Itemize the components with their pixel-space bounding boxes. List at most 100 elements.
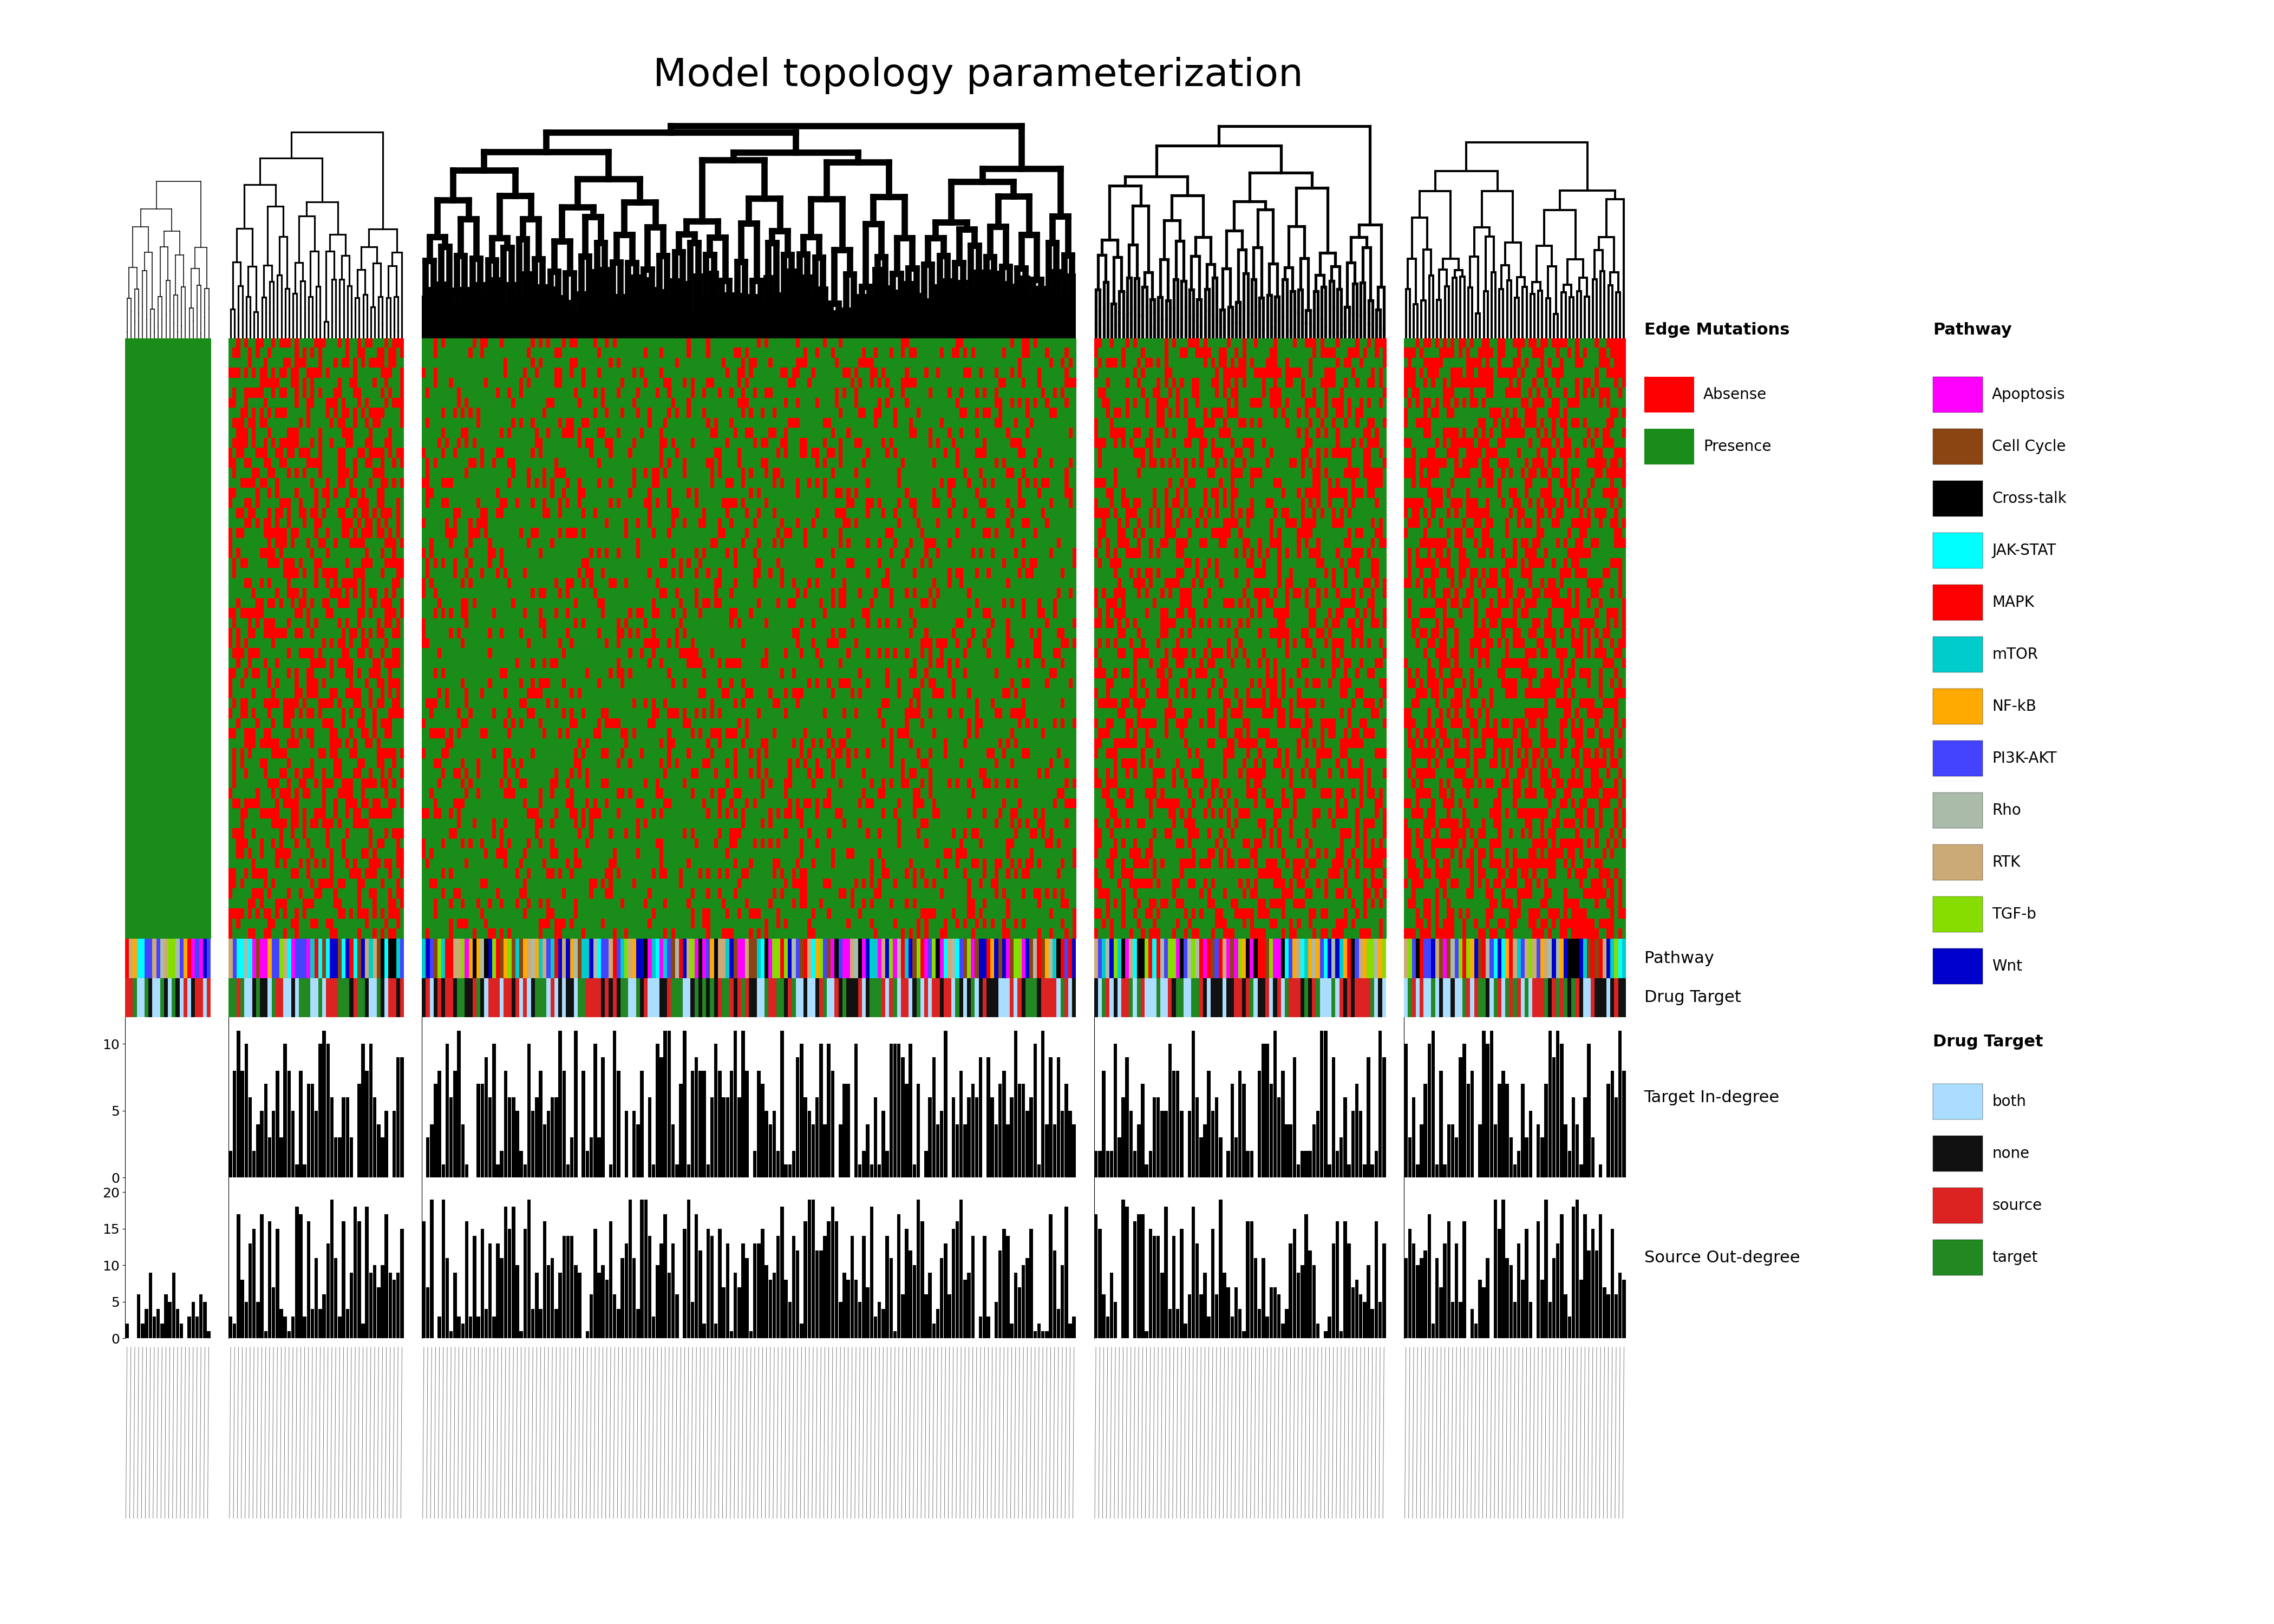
- Bar: [1305, 1151, 1308, 1177]
- Bar: [944, 1031, 948, 1177]
- Bar: [587, 1151, 589, 1177]
- Bar: [1258, 978, 1262, 1017]
- Bar: [1069, 939, 1071, 978]
- Bar: [350, 978, 352, 1017]
- Bar: [1246, 939, 1251, 978]
- Bar: [1505, 939, 1510, 978]
- Bar: [339, 939, 341, 978]
- Bar: [1098, 1229, 1101, 1338]
- Bar: [1489, 978, 1494, 1017]
- Bar: [889, 1259, 894, 1338]
- Bar: [939, 978, 944, 1017]
- Bar: [1528, 978, 1533, 1017]
- Bar: [543, 1221, 546, 1338]
- Bar: [1110, 1273, 1114, 1338]
- Bar: [1223, 978, 1226, 1017]
- Bar: [609, 1164, 612, 1177]
- Bar: [1214, 1098, 1219, 1177]
- Bar: [910, 1250, 912, 1338]
- Bar: [773, 1111, 775, 1177]
- Bar: [680, 978, 682, 1017]
- Bar: [1403, 1044, 1408, 1177]
- Bar: [539, 1070, 543, 1177]
- Bar: [1526, 1137, 1528, 1177]
- Bar: [152, 1317, 157, 1338]
- Bar: [1267, 1044, 1269, 1177]
- Bar: [1251, 978, 1253, 1017]
- Bar: [666, 1273, 671, 1338]
- Bar: [157, 1309, 159, 1338]
- Bar: [873, 1317, 878, 1338]
- Bar: [562, 939, 566, 978]
- Bar: [882, 1111, 885, 1177]
- Bar: [1462, 939, 1467, 978]
- Bar: [1285, 1309, 1289, 1338]
- Bar: [391, 939, 396, 978]
- Bar: [846, 1083, 850, 1177]
- Bar: [350, 1137, 352, 1177]
- Bar: [682, 1229, 687, 1338]
- Bar: [1171, 939, 1176, 978]
- Bar: [518, 939, 523, 978]
- Bar: [1280, 939, 1285, 978]
- Bar: [735, 939, 737, 978]
- Bar: [532, 1309, 534, 1338]
- Bar: [478, 1083, 480, 1177]
- Bar: [812, 1200, 814, 1338]
- Bar: [1157, 1236, 1160, 1338]
- Bar: [828, 978, 830, 1017]
- Bar: [500, 1151, 503, 1177]
- Bar: [457, 978, 462, 1017]
- Bar: [937, 978, 939, 1017]
- Bar: [923, 1294, 928, 1338]
- Bar: [350, 1273, 352, 1338]
- Bar: [1553, 1259, 1555, 1338]
- Bar: [1467, 1083, 1469, 1177]
- Bar: [1212, 1229, 1214, 1338]
- Bar: [878, 1164, 880, 1177]
- Bar: [1237, 939, 1242, 978]
- Bar: [894, 1044, 896, 1177]
- Bar: [609, 939, 612, 978]
- Bar: [964, 978, 966, 1017]
- Bar: [1280, 978, 1285, 1017]
- Bar: [1021, 1265, 1026, 1338]
- Bar: [780, 939, 785, 978]
- Text: Cell Cycle: Cell Cycle: [1992, 438, 2065, 455]
- Bar: [1064, 939, 1069, 978]
- Bar: [468, 939, 473, 978]
- Bar: [1305, 978, 1308, 1017]
- Bar: [1187, 939, 1192, 978]
- Bar: [1103, 1294, 1105, 1338]
- Bar: [1371, 1164, 1373, 1177]
- Bar: [1592, 1137, 1594, 1177]
- Bar: [1130, 1111, 1132, 1177]
- Bar: [478, 1317, 480, 1338]
- Bar: [707, 939, 709, 978]
- Bar: [1137, 1215, 1142, 1338]
- Bar: [939, 1259, 944, 1338]
- Bar: [393, 1111, 396, 1177]
- Bar: [866, 978, 869, 1017]
- Bar: [621, 978, 625, 1017]
- Bar: [1048, 1215, 1053, 1338]
- Bar: [978, 939, 982, 978]
- Bar: [664, 1215, 666, 1338]
- Bar: [1071, 978, 1076, 1017]
- Bar: [1292, 1229, 1296, 1338]
- Bar: [1615, 978, 1619, 1017]
- Bar: [1458, 978, 1462, 1017]
- Bar: [1021, 939, 1026, 978]
- Bar: [1462, 1221, 1467, 1338]
- Bar: [987, 978, 991, 1017]
- Bar: [298, 978, 302, 1017]
- Bar: [1439, 1070, 1442, 1177]
- Bar: [550, 939, 555, 978]
- Bar: [1494, 978, 1499, 1017]
- Bar: [1478, 939, 1483, 978]
- Bar: [573, 1031, 578, 1177]
- Bar: [1030, 1229, 1032, 1338]
- Bar: [1219, 939, 1223, 978]
- Bar: [866, 939, 869, 978]
- Bar: [1144, 939, 1148, 978]
